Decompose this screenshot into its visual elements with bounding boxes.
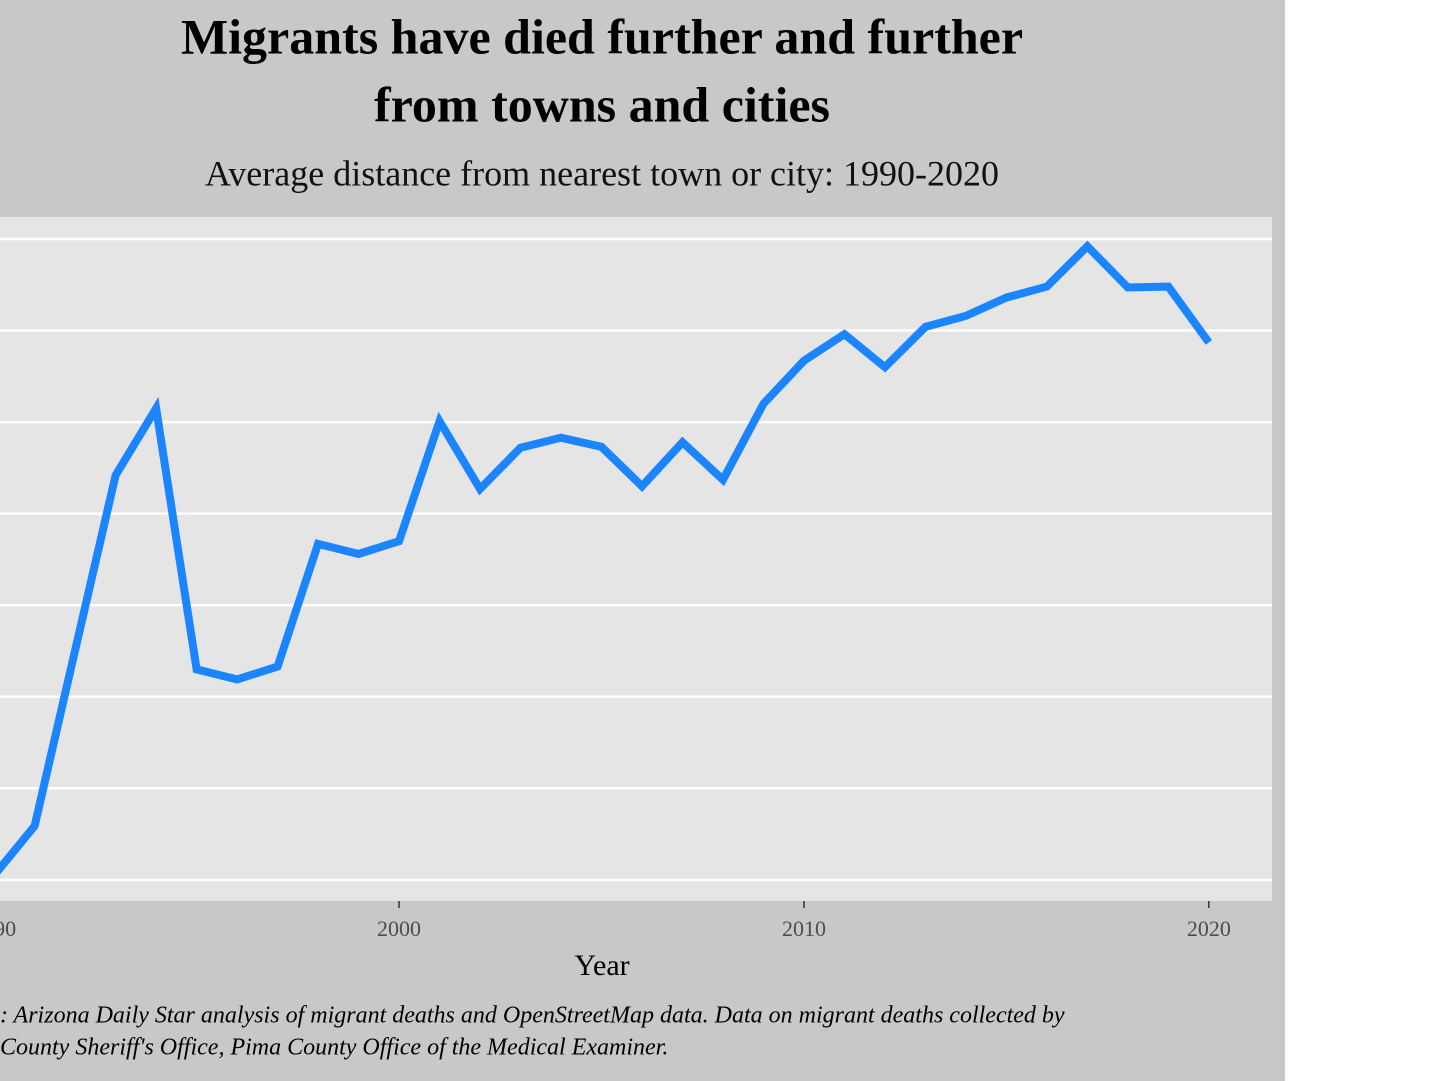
chart-title: Migrants have died further and further [181, 8, 1023, 64]
data-line [0, 240, 1213, 875]
caption: County Sheriff's Office, Pima County Off… [0, 1035, 668, 1061]
x-tick-label: 1990 [0, 916, 16, 941]
x-axis-title: Year [574, 949, 629, 982]
plot-panel [0, 217, 1272, 901]
x-tick-label: 2010 [782, 916, 826, 941]
chart-subtitle: Average distance from nearest town or ci… [205, 153, 999, 193]
chart-title: from towns and cities [374, 76, 830, 132]
x-tick-label: 2000 [377, 916, 421, 941]
caption: : Arizona Daily Star analysis of migrant… [0, 1003, 1065, 1029]
x-tick-label: 2020 [1187, 916, 1231, 941]
